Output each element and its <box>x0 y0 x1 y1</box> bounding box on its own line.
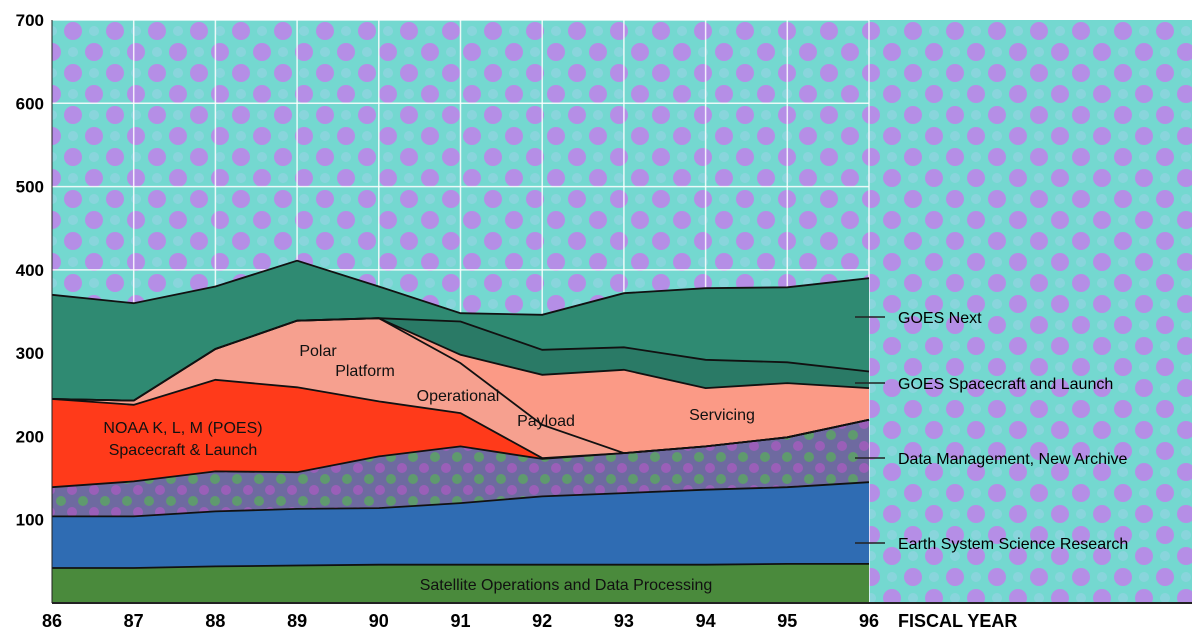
noaa-label-line2: Spacecraft & Launch <box>109 442 258 459</box>
outline-satellite-operations-and-data-processing <box>52 563 869 569</box>
polar-label-line1: Polar <box>299 343 337 360</box>
x-tick-label: 94 <box>696 611 716 629</box>
series-label: GOES Spacecraft and Launch <box>898 376 1113 393</box>
y-tick-label: 700 <box>16 11 44 30</box>
y-tick-label: 300 <box>16 344 44 363</box>
area-satellite-operations-and-data-processing <box>52 563 869 603</box>
area-polar-platform-operational-payload <box>52 318 869 459</box>
y-tick-label: 500 <box>16 178 44 197</box>
x-tick-label: 91 <box>450 611 470 629</box>
polar-label-line4: Payload <box>517 413 575 430</box>
area-layers <box>52 260 869 603</box>
area-noaa-k-l-m-poes-spacecraft-launch <box>52 379 869 488</box>
y-tick-label: 600 <box>16 94 44 113</box>
outline-goes-next <box>51 259 870 316</box>
polar-label-line2: Platform <box>335 363 395 380</box>
series-labels: GOES Next GOES Spacecraft and Launch Data … <box>855 310 1128 553</box>
y-tick-label: 200 <box>16 427 44 446</box>
series-label: Earth System Science Research <box>898 536 1128 553</box>
x-axis-title: FISCAL YEAR <box>898 611 1017 629</box>
polar-label-line3: Operational <box>417 388 500 405</box>
x-tick-label: 89 <box>287 611 307 629</box>
area-earth-system-science-research <box>52 482 869 568</box>
x-tick-label: 86 <box>42 611 62 629</box>
x-tick-label: 95 <box>777 611 797 629</box>
x-tick-label: 96 <box>859 611 879 629</box>
area-outlines <box>51 259 870 569</box>
x-tick-label: 90 <box>369 611 389 629</box>
outline-earth-system-science-research <box>52 481 870 518</box>
y-tick-label: 100 <box>16 511 44 530</box>
series-label: Data Management, New Archive <box>898 451 1128 468</box>
x-tick-label: 88 <box>205 611 225 629</box>
y-tick-labels: 100 200 300 400 500 600 700 <box>16 11 44 530</box>
x-tick-labels: 86 87 88 89 90 91 92 93 94 95 96 <box>42 611 879 629</box>
x-tick-label: 87 <box>124 611 144 629</box>
x-tick-label: 93 <box>614 611 634 629</box>
area-goes-next <box>52 260 869 401</box>
area-servicing <box>52 318 869 454</box>
noaa-label-line1: NOAA K, L, M (POES) <box>103 420 262 437</box>
area-goes-spacecraft-and-launch <box>52 318 869 401</box>
x-tick-label: 92 <box>532 611 552 629</box>
area-data-management-new-archive <box>52 419 869 517</box>
satellite-ops-label: Satellite Operations and Data Processing <box>420 577 713 594</box>
series-label: GOES Next <box>898 310 982 327</box>
servicing-label: Servicing <box>689 407 755 424</box>
outline-goes-spacecraft-and-launch <box>51 317 870 402</box>
y-tick-label: 400 <box>16 261 44 280</box>
